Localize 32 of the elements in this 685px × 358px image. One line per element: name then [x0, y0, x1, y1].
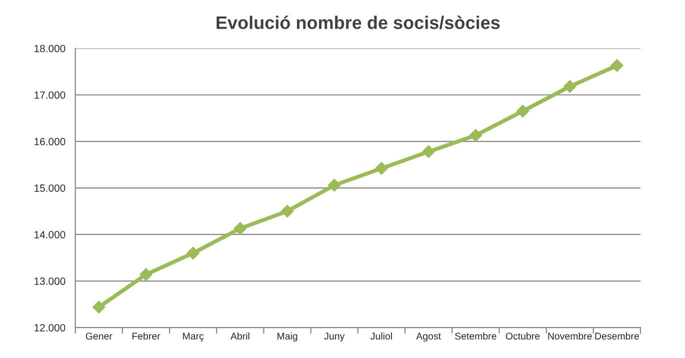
- x-tick-label: Juliol: [370, 332, 392, 340]
- x-tick-label: Maig: [278, 332, 298, 342]
- x-tick-label: Octubre: [506, 332, 540, 340]
- point: [140, 268, 152, 281]
- x-tick-label: Març: [183, 332, 204, 342]
- point: [234, 222, 247, 235]
- y-tick-label: 15.000: [34, 184, 66, 192]
- point: [610, 59, 624, 72]
- point: [186, 246, 200, 260]
- point: [469, 128, 482, 142]
- point: [92, 300, 106, 314]
- x-tick-label: Abril: [230, 332, 250, 340]
- y-tick-label: 12.000: [34, 324, 66, 332]
- x-tick-label: Agost: [416, 332, 441, 342]
- x-tick-label: Febrer: [132, 332, 160, 340]
- y-tick-label: 16.000: [34, 138, 66, 146]
- x-tick-label: Desembre: [595, 332, 639, 340]
- point: [516, 104, 530, 118]
- x-tick-label: Gener: [86, 332, 112, 340]
- y-tick-label: 13.000: [34, 278, 66, 285]
- point: [563, 80, 576, 93]
- x-tick-label: Setembre: [455, 332, 496, 340]
- point: [422, 145, 435, 158]
- y-tick-label: 14.000: [34, 230, 66, 238]
- x-tick-label: Juny: [324, 332, 345, 342]
- x-tick-label: Novembre: [548, 332, 592, 340]
- chart-title: Evolució nombre de socis/sòcies: [216, 16, 500, 30]
- point: [280, 204, 294, 218]
- y-tick-label: 17.000: [34, 91, 66, 99]
- point: [328, 178, 341, 192]
- y-tick-label: 18.000: [34, 44, 66, 52]
- point: [375, 162, 388, 175]
